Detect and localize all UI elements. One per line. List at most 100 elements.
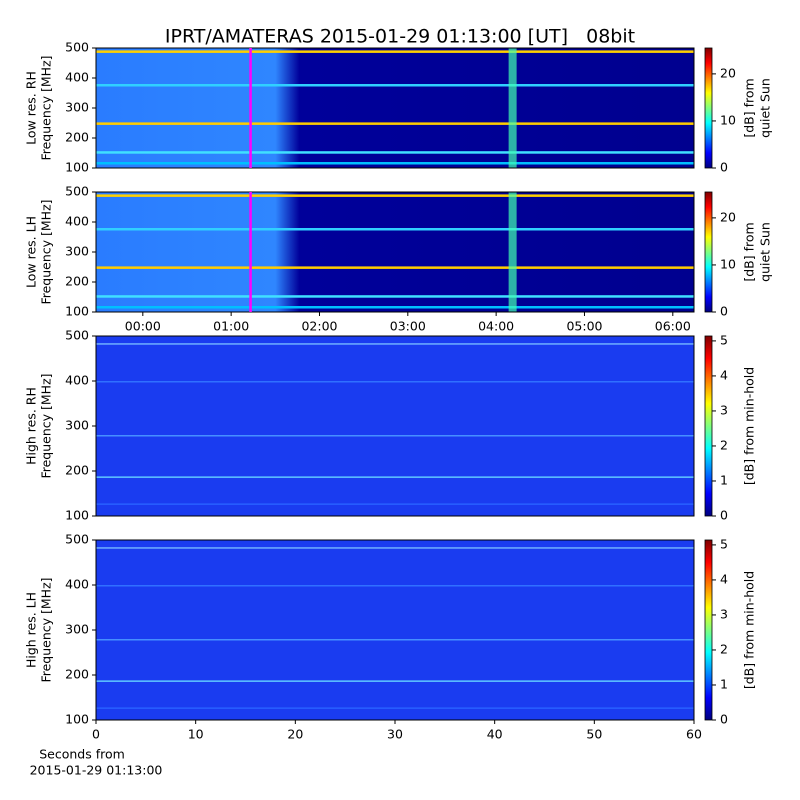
colorbar-tick-label: 3	[720, 606, 728, 621]
y-tick-label: 300	[65, 100, 89, 115]
x-tick-label: 03:00	[390, 319, 426, 334]
y-tick-label: 300	[65, 244, 89, 259]
y-tick-label: 400	[65, 577, 89, 592]
y-axis-label: Low res. RH	[24, 71, 39, 145]
x-tick-label: 0	[92, 727, 100, 742]
colorbar-tick-label: 3	[720, 402, 728, 417]
x-axis-label: 2015-01-29 01:13:00	[30, 763, 163, 778]
y-axis-label: High res. RH	[24, 387, 39, 465]
y-axis-label: High res. LH	[24, 592, 39, 668]
heatmap-stripe	[96, 680, 694, 682]
y-tick-label: 100	[65, 160, 89, 175]
colorbar-tick-label: 2	[720, 437, 728, 452]
x-tick-label: 01:00	[213, 319, 249, 334]
y-tick-label: 500	[65, 40, 89, 55]
x-tick-label: 40	[487, 727, 503, 742]
heatmap-stripe	[96, 639, 694, 641]
x-axis-label: Seconds from	[39, 747, 125, 762]
heatmap-stripe	[96, 707, 694, 709]
y-tick-label: 300	[65, 418, 89, 433]
heatmap	[96, 48, 694, 168]
heatmap-stripe	[96, 343, 694, 345]
x-tick-label: 10	[188, 727, 204, 742]
colorbar	[704, 539, 713, 721]
heatmap-stripe	[96, 476, 694, 478]
heatmap-stripe	[96, 84, 694, 87]
colorbar-tick-label: 1	[720, 472, 728, 487]
x-tick-label: 30	[387, 727, 403, 742]
colorbar-label: [dB] from	[742, 222, 757, 281]
colorbar-tick-label: 20	[720, 209, 736, 224]
y-tick-label: 200	[65, 274, 89, 289]
colorbar	[704, 191, 713, 313]
heatmap-stripe	[96, 585, 694, 587]
colorbar-label: quiet Sun	[758, 222, 773, 282]
heatmap-stripe	[96, 162, 694, 165]
colorbar-tick-label: 0	[720, 508, 728, 523]
heatmap-stripe	[96, 194, 694, 197]
heatmap-stripe	[96, 435, 694, 437]
heatmap	[96, 540, 694, 720]
heatmap-stripe	[96, 547, 694, 549]
heatmap-stripe	[96, 266, 694, 269]
colorbar-tick-label: 4	[720, 367, 728, 382]
y-tick-label: 100	[65, 304, 89, 319]
x-tick-label: 06:00	[655, 319, 691, 334]
y-tick-label: 200	[65, 463, 89, 478]
y-axis-label: Frequency [MHz]	[39, 577, 54, 682]
colorbar-tick-label: 5	[720, 332, 728, 347]
colorbar-tick-label: 2	[720, 641, 728, 656]
heatmap	[96, 192, 694, 312]
heatmap-band	[508, 192, 517, 312]
heatmap-stripe	[96, 228, 694, 231]
y-tick-label: 100	[65, 508, 89, 523]
y-tick-label: 500	[65, 328, 89, 343]
heatmap-band	[508, 48, 517, 168]
y-tick-label: 100	[65, 712, 89, 727]
colorbar	[704, 47, 713, 169]
heatmap-stripe	[96, 50, 694, 53]
y-tick-label: 200	[65, 130, 89, 145]
y-tick-label: 400	[65, 214, 89, 229]
y-tick-label: 400	[65, 70, 89, 85]
x-tick-label: 05:00	[566, 319, 602, 334]
heatmap-stripe	[96, 295, 694, 298]
heatmap-stripe	[96, 306, 694, 309]
colorbar-tick-label: 5	[720, 536, 728, 551]
x-tick-label: 00:00	[125, 319, 161, 334]
heatmap-stripe	[96, 503, 694, 505]
heatmap-stripe	[96, 122, 694, 125]
colorbar-tick-label: 0	[720, 160, 728, 175]
colorbar-tick-label: 1	[720, 676, 728, 691]
y-tick-label: 500	[65, 532, 89, 547]
chart-title: IPRT/AMATERAS 2015-01-29 01:13:00 [UT] 0…	[165, 26, 635, 48]
colorbar-label: [dB] from min-hold	[742, 571, 757, 689]
x-tick-label: 04:00	[478, 319, 514, 334]
colorbar-tick-label: 4	[720, 571, 728, 586]
colorbar-tick-label: 10	[720, 256, 736, 271]
x-tick-label: 50	[586, 727, 602, 742]
y-axis-label: Frequency [MHz]	[39, 199, 54, 304]
colorbar-tick-label: 0	[720, 712, 728, 727]
colorbar-tick-label: 0	[720, 304, 728, 319]
y-tick-label: 400	[65, 373, 89, 388]
heatmap	[96, 336, 694, 516]
heatmap-stripe	[96, 381, 694, 383]
y-tick-label: 300	[65, 622, 89, 637]
colorbar-label: [dB] from	[742, 78, 757, 137]
x-tick-label: 20	[287, 727, 303, 742]
colorbar	[704, 335, 713, 517]
colorbar-label: [dB] from min-hold	[742, 367, 757, 485]
heatmap-stripe	[96, 151, 694, 154]
colorbar-label: quiet Sun	[758, 78, 773, 138]
y-tick-label: 200	[65, 667, 89, 682]
colorbar-tick-label: 20	[720, 65, 736, 80]
y-tick-label: 500	[65, 184, 89, 199]
y-axis-label: Frequency [MHz]	[39, 373, 54, 478]
x-tick-label: 02:00	[301, 319, 337, 334]
colorbar-tick-label: 10	[720, 112, 736, 127]
y-axis-label: Low res. LH	[24, 216, 39, 288]
x-tick-label: 60	[686, 727, 702, 742]
y-axis-label: Frequency [MHz]	[39, 55, 54, 160]
